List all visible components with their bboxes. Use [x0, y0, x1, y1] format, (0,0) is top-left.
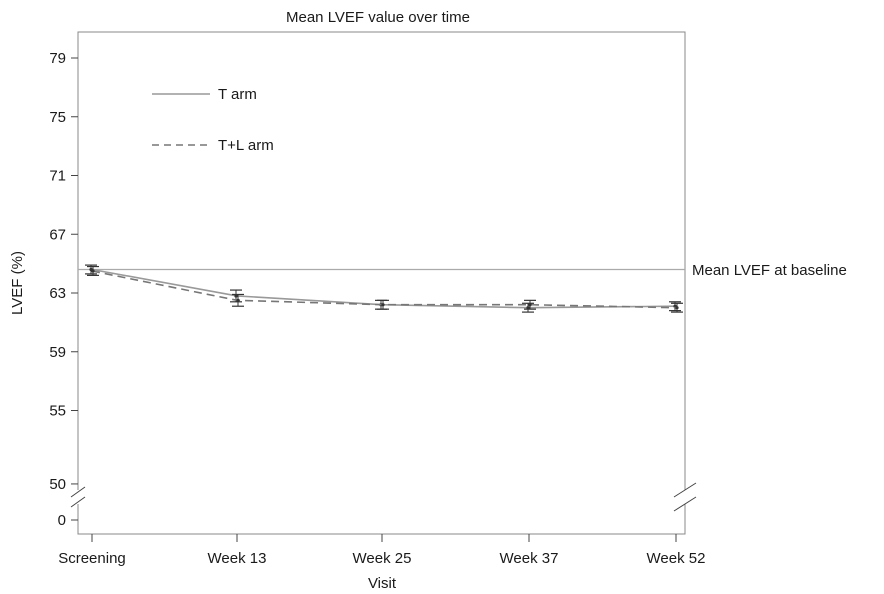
- legend: T arm T+L arm: [152, 86, 274, 154]
- y-axis-label: LVEF (%): [9, 251, 26, 315]
- y-tick-label: 67: [49, 226, 66, 243]
- data-point: [528, 303, 532, 307]
- chart-title: Mean LVEF value over time: [286, 9, 470, 26]
- series-line-t-l-arm: [91, 270, 677, 309]
- data-point: [91, 269, 95, 273]
- series-line-t-arm: [91, 268, 677, 309]
- data-point: [675, 306, 679, 310]
- axis-break-right-mask: [679, 490, 691, 504]
- x-tick-label: Week 52: [647, 550, 706, 567]
- legend-label-t-l-arm: T+L arm: [218, 137, 274, 154]
- data-point: [234, 294, 238, 298]
- y-axis: 79 75 71 67 63 59 55 50 0: [49, 50, 78, 529]
- baseline-reference-label: Mean LVEF at baseline: [692, 262, 847, 279]
- x-axis: Screening Week 13 Week 25 Week 37 Week 52: [58, 534, 705, 567]
- y-tick-label: 75: [49, 109, 66, 126]
- y-tick-label: 0: [58, 512, 66, 529]
- axis-break-left-mark-2: [70, 496, 86, 508]
- legend-label-t-arm: T arm: [218, 86, 257, 103]
- series-t-l-arm: [87, 265, 683, 313]
- y-tick-label: 59: [49, 344, 66, 361]
- data-point: [381, 303, 385, 307]
- axis-break-right-mark-1: [673, 482, 697, 498]
- y-tick-label: 50: [49, 476, 66, 493]
- data-point: [526, 306, 530, 310]
- x-tick-label: Week 37: [500, 550, 559, 567]
- y-tick-label: 71: [49, 168, 66, 185]
- axis-break-left-mark-1: [70, 486, 86, 498]
- series-layer: [85, 264, 683, 313]
- data-point: [236, 298, 240, 302]
- y-tick-label: 63: [49, 285, 66, 302]
- y-tick-label: 55: [49, 403, 66, 420]
- axis-break-left-mask: [72, 490, 84, 504]
- x-tick-label: Week 13: [208, 550, 267, 567]
- x-tick-label: Screening: [58, 550, 126, 567]
- y-tick-label: 79: [49, 50, 66, 67]
- x-tick-label: Week 25: [353, 550, 412, 567]
- x-axis-label: Visit: [368, 575, 397, 592]
- axis-break-right-mark-2: [673, 496, 697, 512]
